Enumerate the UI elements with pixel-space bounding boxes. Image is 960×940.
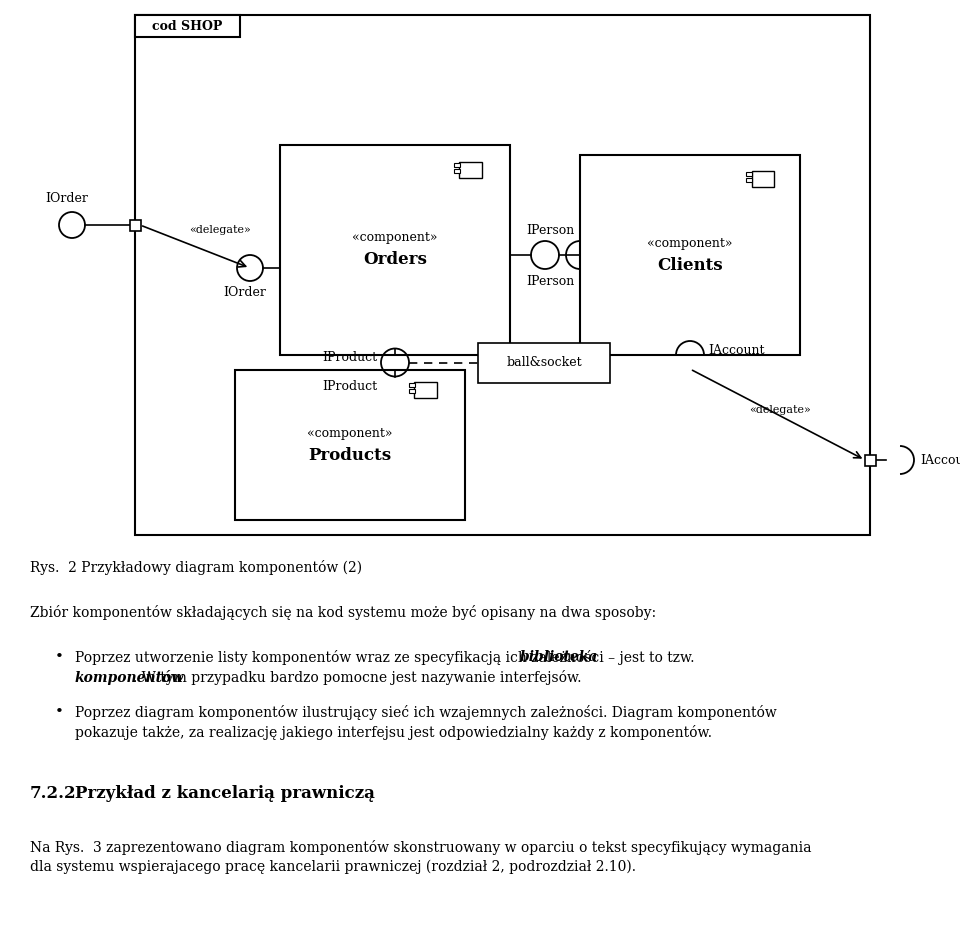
Text: Rys.  2 Przykładowy diagram komponentów (2): Rys. 2 Przykładowy diagram komponentów (… xyxy=(30,560,362,575)
Bar xyxy=(580,155,800,355)
Bar xyxy=(454,163,460,167)
Text: IOrder: IOrder xyxy=(224,286,267,299)
Text: Na Rys.  3 zaprezentowano diagram komponentów skonstruowany w oparciu o tekst sp: Na Rys. 3 zaprezentowano diagram kompone… xyxy=(30,840,811,855)
Text: Orders: Orders xyxy=(363,252,427,269)
Text: IPerson: IPerson xyxy=(526,224,574,237)
Text: dla systemu wspierajacego pracę kancelarii prawniczej (rozdział 2, podrozdział 2: dla systemu wspierajacego pracę kancelar… xyxy=(30,860,636,874)
Text: «component»: «component» xyxy=(307,427,393,440)
Text: Clients: Clients xyxy=(658,257,723,274)
Bar xyxy=(409,383,415,387)
Text: •: • xyxy=(55,705,64,719)
Text: IAccount: IAccount xyxy=(708,343,764,356)
Bar xyxy=(135,15,240,37)
Text: . W tym przypadku bardzo pomocne jest nazywanie interfejsów.: . W tym przypadku bardzo pomocne jest na… xyxy=(133,670,582,685)
Text: Zbiór komponentów składających się na kod systemu może być opisany na dwa sposob: Zbiór komponentów składających się na ko… xyxy=(30,605,656,620)
Text: IProduct: IProduct xyxy=(322,351,377,364)
Text: IPerson: IPerson xyxy=(526,275,574,288)
Bar xyxy=(746,178,752,182)
Text: IProduct: IProduct xyxy=(322,381,377,394)
Bar xyxy=(415,382,437,398)
Bar xyxy=(746,172,752,177)
Bar xyxy=(865,455,876,465)
FancyBboxPatch shape xyxy=(478,342,610,383)
Bar xyxy=(752,171,774,187)
Text: komponentów: komponentów xyxy=(75,670,184,685)
Text: pokazuje także, za realizację jakiego interfejsu jest odpowiedzialny każdy z kom: pokazuje także, za realizację jakiego in… xyxy=(75,725,712,740)
Bar xyxy=(409,389,415,393)
Bar xyxy=(460,162,482,178)
Text: Products: Products xyxy=(308,446,392,463)
Text: •: • xyxy=(55,650,64,664)
Bar xyxy=(235,370,465,520)
Text: «delegate»: «delegate» xyxy=(749,405,811,415)
Text: «component»: «component» xyxy=(352,231,438,244)
Text: Poprzez diagram komponentów ilustrujący sieć ich wzajemnych zależności. Diagram : Poprzez diagram komponentów ilustrujący … xyxy=(75,705,777,720)
Bar xyxy=(454,168,460,173)
Bar xyxy=(280,145,510,355)
Text: cod SHOP: cod SHOP xyxy=(153,20,223,33)
Text: Poprzez utworzenie listy komponentów wraz ze specyfikacją ich zależności – jest : Poprzez utworzenie listy komponentów wra… xyxy=(75,650,699,665)
Bar xyxy=(130,220,140,230)
Text: Przykład z kancelarią prawniczą: Przykład z kancelarią prawniczą xyxy=(75,785,374,802)
Text: ball&socket: ball&socket xyxy=(506,356,582,369)
Text: «component»: «component» xyxy=(647,237,732,249)
Text: «delegate»: «delegate» xyxy=(189,225,251,235)
Text: IAccount: IAccount xyxy=(920,453,960,466)
Text: biblioteka: biblioteka xyxy=(519,650,598,664)
Text: IOrder: IOrder xyxy=(45,192,88,205)
Text: 7.2.2: 7.2.2 xyxy=(30,785,77,802)
Bar xyxy=(135,15,870,535)
